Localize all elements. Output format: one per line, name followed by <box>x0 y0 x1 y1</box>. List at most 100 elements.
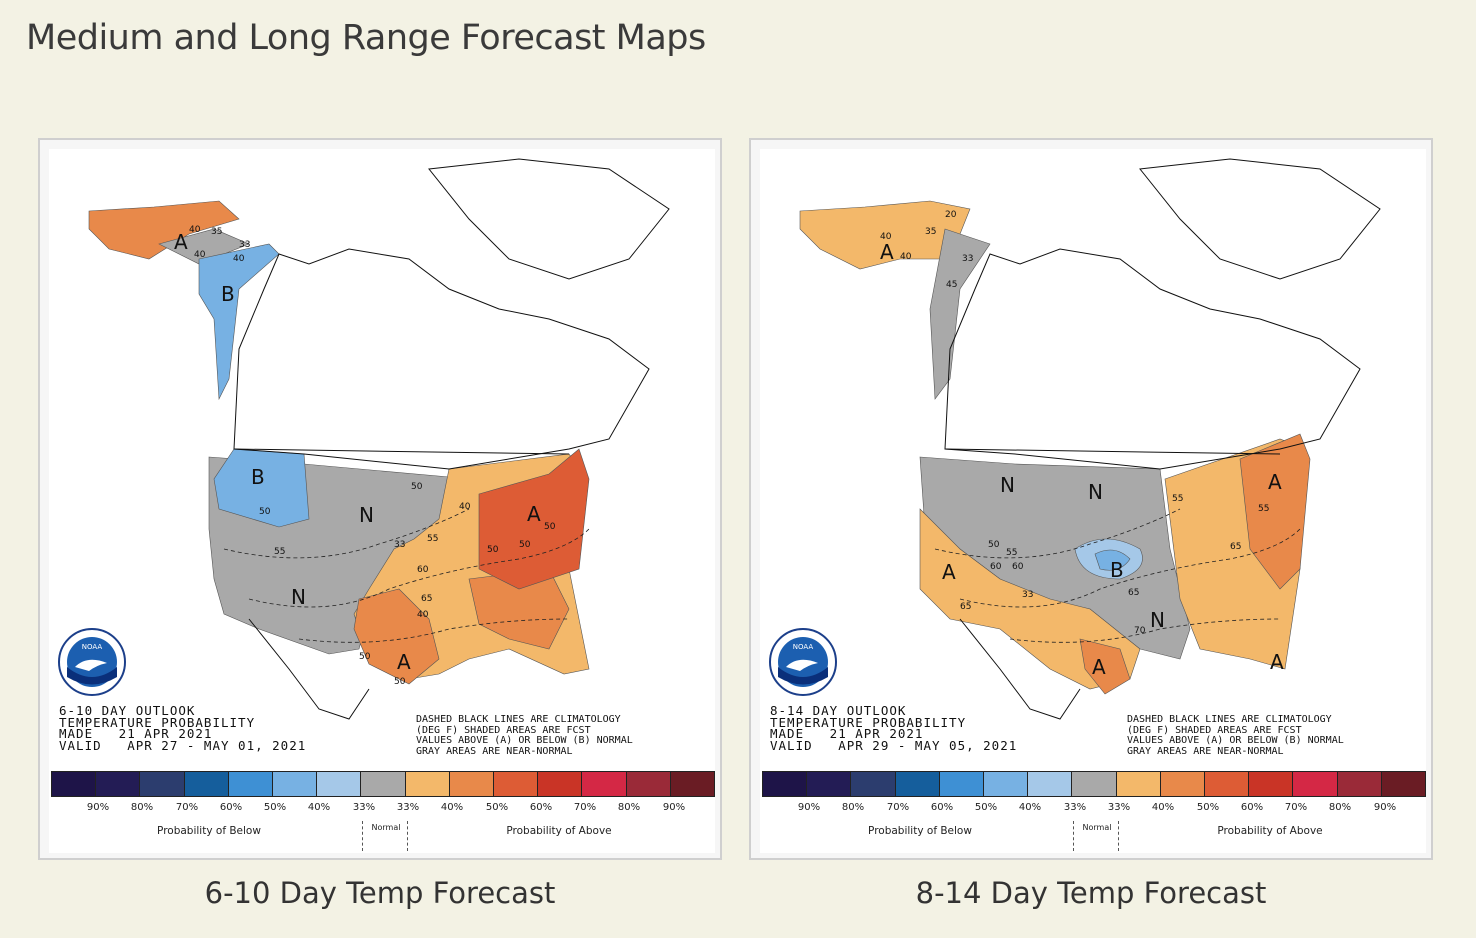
region-letter: N <box>1150 608 1165 632</box>
outline-greenland <box>1139 158 1381 280</box>
tick-label: 70% <box>175 802 199 813</box>
contour-label: 60 <box>1012 562 1024 572</box>
tick-label: 33% <box>396 802 420 813</box>
contour-label: 40 <box>189 225 201 235</box>
contour-label: 50 <box>411 482 423 492</box>
contour-label: 33 <box>394 540 405 550</box>
colorbar-swatch <box>670 772 715 796</box>
tick-label: 50% <box>974 802 998 813</box>
colorbar-swatch <box>626 772 671 796</box>
contour-label: 65 <box>1230 542 1241 552</box>
tick-label: 80% <box>841 802 865 813</box>
colorbar-swatch <box>228 772 274 796</box>
noaa-logo-text: NOAA <box>793 643 814 651</box>
colorbar-swatch <box>273 772 318 796</box>
colorbar-swatch <box>405 772 450 796</box>
colorbar-swatch <box>1337 772 1382 796</box>
region-letter: B <box>251 465 265 489</box>
outline-greenland <box>428 158 670 280</box>
map-image-8-14[interactable]: A N N A A B N A A 20 40 35 40 33 45 50 5… <box>760 149 1426 853</box>
colorbar-swatch <box>1293 772 1338 796</box>
region-above-northeast <box>1239 433 1311 590</box>
colorbar-swatch <box>1381 772 1426 796</box>
colorbar-swatch <box>96 772 141 796</box>
legend-note: DASHED BLACK LINES ARE CLIMATOLOGY (DEG … <box>416 714 633 757</box>
outline-canada <box>233 248 650 470</box>
forecast-map-6-10: A B B N N A A 40 35 33 40 40 50 50 55 50… <box>88 158 670 720</box>
contour-label: 40 <box>900 252 912 262</box>
tick-label: 60% <box>529 802 553 813</box>
contour-label: 50 <box>544 522 556 532</box>
tick-label: 90% <box>662 802 686 813</box>
contour-label: 55 <box>427 534 438 544</box>
contour-label: 40 <box>459 502 471 512</box>
outline-us-border <box>944 448 1281 455</box>
region-letter: A <box>880 240 894 264</box>
tick-label: 50% <box>1196 802 1220 813</box>
contour-label: 60 <box>417 565 429 575</box>
contour-label: 33 <box>1022 590 1033 600</box>
tick-label: 33% <box>1107 802 1131 813</box>
colorbar-swatch <box>52 772 97 796</box>
contour-label: 55 <box>1006 548 1017 558</box>
map-card-8-14[interactable]: A N N A A B N A A 20 40 35 40 33 45 50 5… <box>749 138 1433 860</box>
region-letter: A <box>1270 650 1284 674</box>
contour-label: 40 <box>194 250 206 260</box>
map-caption-6-10[interactable]: 6-10 Day Temp Forecast <box>204 876 556 910</box>
colorbar-swatch <box>984 772 1029 796</box>
colorbar-ticks: 90% 80% 70% 60% 50% 40% 33% 33% 40% 50% … <box>762 802 1426 816</box>
map-caption-8-14[interactable]: 8-14 Day Temp Forecast <box>915 876 1267 910</box>
contour-label: 60 <box>990 562 1002 572</box>
probability-above-label: Probability of Above <box>506 825 612 837</box>
region-alaska-above <box>88 200 240 260</box>
region-letter: B <box>1110 558 1124 582</box>
tick-label: 90% <box>86 802 110 813</box>
climatology-contour <box>298 618 570 643</box>
outline-canada <box>944 248 1361 470</box>
tick-label: 60% <box>930 802 954 813</box>
contour-label: 55 <box>1172 494 1183 504</box>
colorbar-swatch <box>184 772 229 796</box>
map-image-6-10[interactable]: A B B N N A A 40 35 33 40 40 50 50 55 50… <box>49 149 715 853</box>
contour-label: 33 <box>239 240 250 250</box>
probability-above-label: Probability of Above <box>1217 825 1323 837</box>
contour-label: 45 <box>946 280 957 290</box>
region-alaska-gray <box>929 228 991 400</box>
tick-label: 90% <box>1373 802 1397 813</box>
normal-label: Normal <box>371 823 401 832</box>
tick-label: 70% <box>1284 802 1308 813</box>
tick-label: 90% <box>797 802 821 813</box>
contour-label: 50 <box>519 540 531 550</box>
tick-label: 50% <box>263 802 287 813</box>
probability-colorbar <box>51 771 715 797</box>
colorbar-ticks: 90% 80% 70% 60% 50% 40% 33% 33% 40% 50% … <box>51 802 715 816</box>
map-card-6-10[interactable]: A B B N N A A 40 35 33 40 40 50 50 55 50… <box>38 138 722 860</box>
region-below-center <box>1094 549 1131 571</box>
legend-separator <box>1118 821 1119 851</box>
region-alaska-above <box>799 200 971 270</box>
contour-label: 33 <box>962 254 973 264</box>
colorbar-swatch <box>1116 772 1161 796</box>
climatology-contour <box>934 508 1181 559</box>
colorbar-swatch <box>140 772 185 796</box>
climatology-contour <box>959 528 1301 608</box>
colorbar-swatch <box>449 772 495 796</box>
legend-separator <box>407 821 408 851</box>
colorbar-swatch <box>1160 772 1206 796</box>
region-letter: A <box>1092 655 1106 679</box>
climatology-contour <box>223 508 470 559</box>
colorbar-swatch <box>807 772 852 796</box>
contour-label: 50 <box>394 677 406 687</box>
tick-label: 80% <box>1328 802 1352 813</box>
tick-label: 33% <box>1063 802 1087 813</box>
region-letter: N <box>1088 480 1103 504</box>
tick-label: 80% <box>130 802 154 813</box>
colorbar-swatch <box>851 772 896 796</box>
probability-below-label: Probability of Below <box>868 825 972 837</box>
legend-note: DASHED BLACK LINES ARE CLIMATOLOGY (DEG … <box>1127 714 1344 757</box>
tick-label: 40% <box>1151 802 1175 813</box>
page-title: Medium and Long Range Forecast Maps <box>26 18 706 58</box>
forecast-map-8-14: A N N A A B N A A 20 40 35 40 33 45 50 5… <box>799 158 1381 720</box>
contour-label: 55 <box>1258 504 1269 514</box>
region-above-texas <box>353 588 440 685</box>
